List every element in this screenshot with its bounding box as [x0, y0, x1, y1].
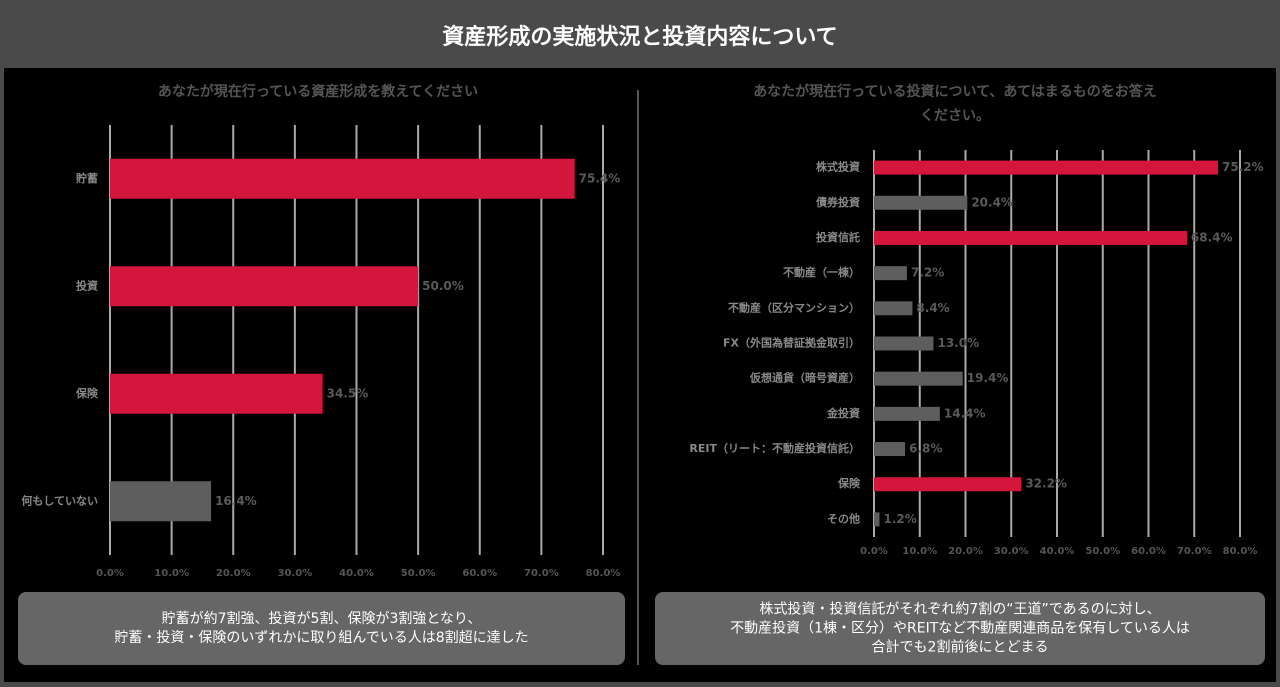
- y-tick-label: 投資信託: [816, 230, 860, 244]
- bar: [874, 371, 963, 386]
- x-tick-label: 40.0%: [339, 568, 374, 579]
- value-label: 32.2%: [1025, 477, 1067, 491]
- x-tick-label: 70.0%: [524, 568, 559, 579]
- x-tick-label: 50.0%: [401, 568, 436, 579]
- bar: [874, 442, 906, 457]
- value-label: 1.2%: [883, 512, 916, 526]
- x-tick-label: 80.0%: [1223, 546, 1258, 557]
- value-label: 14.4%: [944, 406, 986, 420]
- bar: [874, 406, 940, 421]
- caption-box: [655, 592, 1265, 665]
- x-tick-label: 80.0%: [586, 568, 621, 579]
- y-tick-label: 不動産（一棟）: [783, 265, 860, 279]
- y-tick-label: 貯蓄: [76, 171, 98, 185]
- x-tick-label: 0.0%: [860, 546, 888, 557]
- caption-box: [18, 592, 625, 665]
- y-tick-label: 不動産（区分マンション）: [728, 300, 860, 314]
- value-label: 8.4%: [916, 301, 949, 315]
- value-label: 16.4%: [215, 494, 257, 508]
- x-tick-label: 50.0%: [1085, 546, 1120, 557]
- y-tick-label: 債券投資: [815, 195, 860, 209]
- bar: [874, 160, 1219, 175]
- caption-text: 合計でも2割前後にとどまる: [872, 639, 1049, 656]
- x-tick-label: 60.0%: [1131, 546, 1166, 557]
- value-label: 19.4%: [967, 371, 1009, 385]
- bar: [874, 230, 1187, 245]
- page-title: 資産形成の実施状況と投資内容について: [442, 24, 837, 50]
- y-tick-label: 株式投資: [816, 160, 860, 174]
- chart-title: あなたが現在行っている資産形成を教えてください: [158, 83, 478, 100]
- bar: [874, 301, 913, 316]
- caption-text: 不動産投資（1棟・区分）やREITなど不動産関連商品を保有している人は: [730, 621, 1190, 637]
- y-tick-label: FX（外国為替証拠金取引）: [723, 336, 860, 350]
- y-tick-label: 仮想通貨（暗号資産）: [749, 371, 860, 385]
- x-tick-label: 20.0%: [948, 546, 983, 557]
- chart-title: ください。: [920, 108, 990, 124]
- caption-text: 株式投資・投資信託がそれぞれ約7割の“王道”であるのに対し、: [759, 601, 1160, 618]
- bar: [110, 158, 575, 199]
- bar: [110, 373, 323, 414]
- value-label: 75.2%: [1222, 160, 1264, 174]
- y-tick-label: 金投資: [826, 406, 860, 420]
- caption-text: 貯蓄が約7割強、投資が5割、保険が3割強となり、: [162, 610, 482, 627]
- y-tick-label: 何もしていない: [21, 493, 98, 507]
- value-label: 7.2%: [911, 266, 944, 280]
- y-tick-label: 保険: [75, 386, 99, 400]
- bar: [874, 477, 1022, 492]
- value-label: 75.4%: [579, 171, 621, 185]
- chart-title: あなたが現在行っている投資について、あてはまるものをお答え: [753, 83, 1157, 100]
- x-tick-label: 10.0%: [902, 546, 937, 557]
- x-tick-label: 30.0%: [278, 568, 313, 579]
- x-tick-label: 10.0%: [154, 568, 189, 579]
- bar: [874, 266, 907, 281]
- value-label: 20.4%: [971, 195, 1013, 209]
- x-tick-label: 0.0%: [96, 568, 124, 579]
- value-label: 34.5%: [327, 386, 369, 400]
- value-label: 50.0%: [422, 279, 464, 293]
- caption-text: 貯蓄・投資・保険のいずれかに取り組んでいる人は8割超に達した: [114, 629, 528, 646]
- y-tick-label: 投資: [76, 278, 98, 292]
- y-tick-label: その他: [827, 511, 860, 525]
- value-label: 68.4%: [1191, 230, 1233, 244]
- y-tick-label: 保険: [837, 476, 861, 490]
- bar: [874, 195, 968, 210]
- value-label: 13.0%: [937, 336, 979, 350]
- x-tick-label: 30.0%: [994, 546, 1029, 557]
- x-tick-label: 60.0%: [462, 568, 497, 579]
- bar: [874, 512, 880, 527]
- x-tick-label: 40.0%: [1040, 546, 1075, 557]
- x-tick-label: 70.0%: [1177, 546, 1212, 557]
- bar: [874, 336, 934, 351]
- bar: [110, 481, 212, 522]
- value-label: 6.8%: [909, 442, 942, 456]
- x-tick-label: 20.0%: [216, 568, 251, 579]
- y-tick-label: REIT（リート：不動産投資信託）: [689, 441, 860, 455]
- bar: [110, 266, 419, 307]
